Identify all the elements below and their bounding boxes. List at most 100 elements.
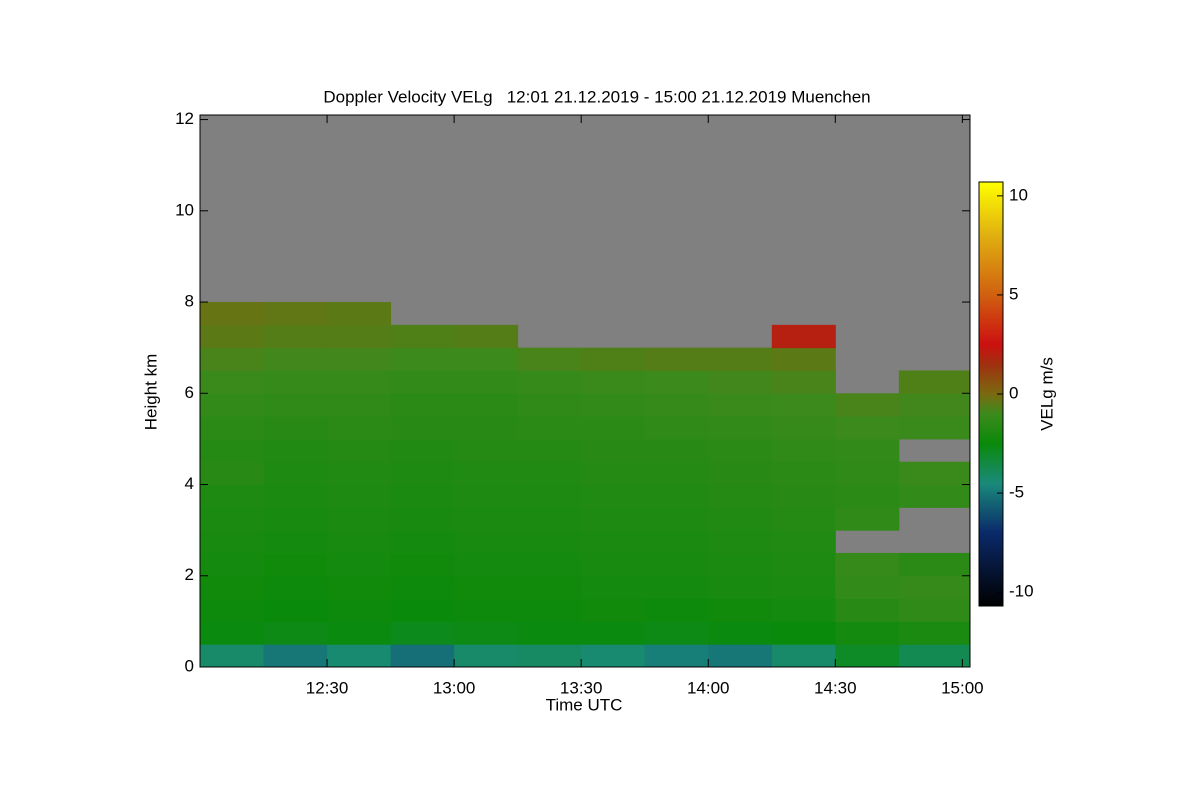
heatmap-cell (390, 530, 455, 554)
heatmap-cell (263, 621, 328, 645)
colorbar-tick-label: -5 (1009, 483, 1024, 502)
heatmap-cell (581, 530, 646, 554)
heatmap-cell (390, 461, 455, 486)
heatmap-cell (708, 507, 773, 531)
heatmap-cell (327, 461, 392, 486)
heatmap-cell (771, 347, 836, 371)
heatmap-cell (263, 370, 328, 394)
heatmap-cell (708, 484, 773, 508)
heatmap-cell (327, 644, 392, 668)
heatmap-cell (771, 507, 836, 531)
heatmap-cell (708, 393, 773, 417)
heatmap-cell (835, 598, 900, 622)
heatmap-cell (835, 552, 900, 577)
heatmap-cell (390, 621, 455, 645)
heatmap-cell (263, 438, 328, 463)
heatmap-cell (644, 598, 709, 622)
heatmap-cell (898, 598, 971, 622)
y-tick-label: 8 (185, 292, 194, 311)
heatmap-cell (200, 644, 265, 668)
heatmap-cell (454, 621, 519, 645)
heatmap-cell (644, 552, 709, 577)
heatmap-cell (898, 621, 971, 645)
heatmap-cell (835, 644, 900, 668)
heatmap-cell (644, 416, 709, 440)
chart-title: Doppler Velocity VELg 12:01 21.12.2019 -… (323, 87, 870, 106)
heatmap-cell (708, 416, 773, 440)
heatmap-cell (454, 575, 519, 600)
heatmap-cell (581, 552, 646, 577)
heatmap-cell (581, 575, 646, 600)
heatmap-cell (327, 507, 392, 531)
x-tick-label: 13:00 (433, 678, 476, 697)
heatmap-cell (200, 621, 265, 645)
heatmap-cell (898, 484, 971, 508)
heatmap-cell (708, 575, 773, 600)
heatmap-cell (771, 484, 836, 508)
heatmap-cell (644, 621, 709, 645)
heatmap-cell (708, 552, 773, 577)
heatmap-cell (390, 347, 455, 371)
y-tick-label: 6 (185, 383, 194, 402)
heatmap-cell (327, 370, 392, 394)
heatmap-cell (835, 438, 900, 463)
colorbar-label: VELg m/s (1037, 357, 1056, 431)
heatmap-cell (390, 552, 455, 577)
heatmap-cell (581, 507, 646, 531)
heatmap-cell (644, 530, 709, 554)
heatmap-cell (517, 598, 582, 622)
heatmap-cell (708, 530, 773, 554)
heatmap-cell (454, 393, 519, 417)
heatmap-cell (263, 302, 328, 326)
heatmap-cell (200, 347, 265, 371)
heatmap-cell (263, 461, 328, 486)
heatmap-cell (708, 438, 773, 463)
heatmap-cell (581, 621, 646, 645)
heatmap-cell (771, 621, 836, 645)
heatmap-cell (898, 416, 971, 440)
heatmap-cell (644, 644, 709, 668)
heatmap-cell (454, 598, 519, 622)
heatmap-cell (390, 598, 455, 622)
heatmap-cell (517, 484, 582, 508)
heatmap-cell (581, 438, 646, 463)
heatmap-cell (454, 416, 519, 440)
heatmap-cell (263, 598, 328, 622)
colorbar-tick-label: 0 (1009, 383, 1018, 402)
heatmap-cell (200, 530, 265, 554)
heatmap-cell (263, 507, 328, 531)
heatmap-cell (517, 370, 582, 394)
heatmap-cell (454, 552, 519, 577)
heatmap-cell (771, 644, 836, 668)
heatmap-cell (517, 347, 582, 371)
heatmap-cell (898, 644, 971, 668)
heatmap-cell (263, 393, 328, 417)
heatmap-cell (581, 484, 646, 508)
heatmap-cell (517, 552, 582, 577)
heatmap-cell (708, 347, 773, 371)
heatmap-cell (263, 347, 328, 371)
x-tick-label: 15:00 (941, 678, 984, 697)
heatmap-cell (771, 598, 836, 622)
y-tick-label: 0 (185, 656, 194, 675)
heatmap-cell (835, 461, 900, 486)
heatmap-cell (517, 438, 582, 463)
plot-frame (199, 114, 971, 668)
heatmap-cell (581, 598, 646, 622)
heatmap-cell (390, 644, 455, 668)
heatmap-cell (708, 621, 773, 645)
heatmap-cell (898, 461, 971, 486)
heatmap-cell (771, 370, 836, 394)
heatmap-cell (327, 324, 392, 349)
x-tick-label: 14:00 (687, 678, 730, 697)
heatmap-cell (644, 484, 709, 508)
heatmap-cell (517, 393, 582, 417)
colorbar-tick-label: -10 (1009, 582, 1034, 601)
heatmap-cell (327, 575, 392, 600)
heatmap-cell (517, 644, 582, 668)
heatmap-cell (708, 644, 773, 668)
heatmap-cell (898, 370, 971, 394)
heatmap-cell (644, 438, 709, 463)
heatmap-cell (454, 644, 519, 668)
heatmap-cell (200, 416, 265, 440)
